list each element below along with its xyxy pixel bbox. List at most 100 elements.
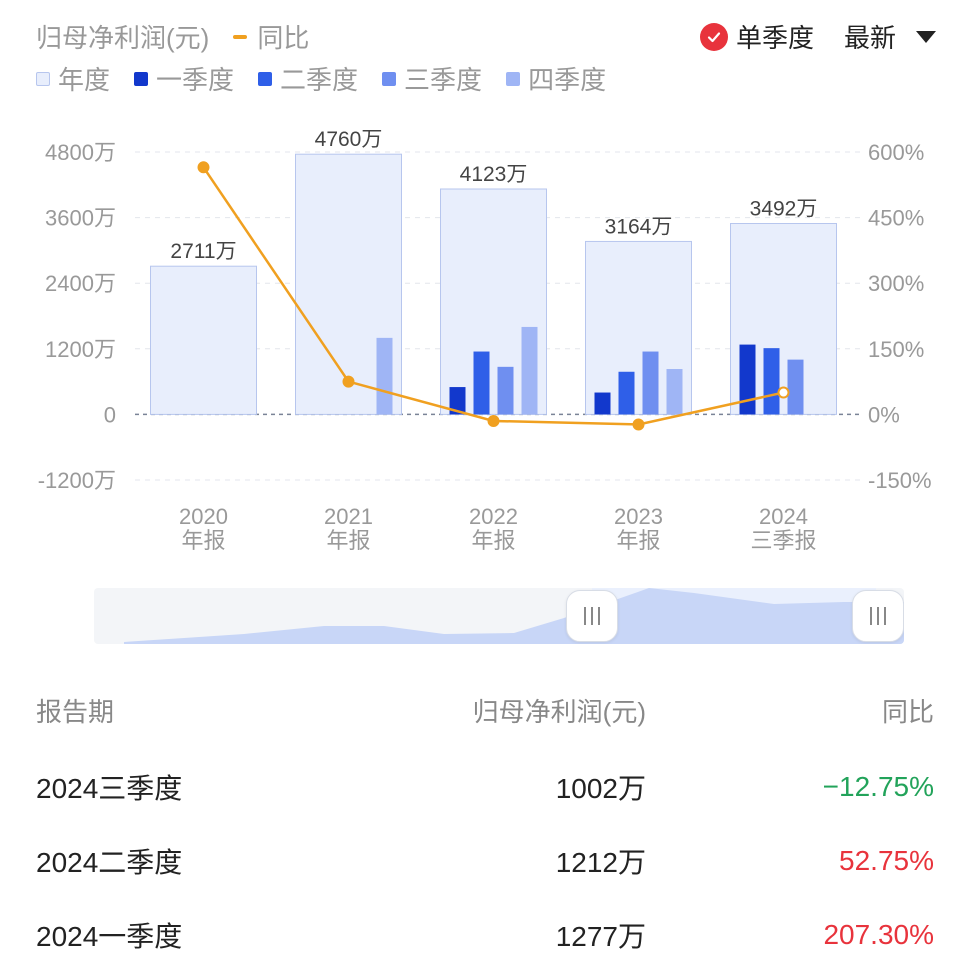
latest-label: 最新: [843, 23, 896, 53]
x-tick-label: 年报: [326, 528, 370, 553]
single-quarter-toggle[interactable]: 单季度: [699, 18, 814, 55]
quarter-bar: [376, 337, 393, 415]
dropdown-triangle-icon: [916, 30, 936, 43]
row-period: 2024三季度: [36, 773, 183, 804]
profit-chart: -1200万 0 1200万 2400万 3600万 4800万 -150% 0% 150% 30…: [38, 128, 932, 553]
quarter-bar: [521, 326, 538, 415]
y-left-tick-label: 3600万: [45, 206, 116, 231]
x-tick-label: 2020: [179, 504, 228, 529]
row-profit: 1002万: [555, 773, 646, 804]
quarter-bar: [787, 359, 804, 415]
quarter-bar: [618, 371, 635, 415]
row-yoy: 207.30%: [823, 919, 934, 950]
quarter-bar: [642, 351, 659, 415]
legend-item-profit[interactable]: 归母净利润(元): [36, 18, 209, 55]
annual-bar-label: 2711万: [170, 240, 236, 263]
legend-item-annual[interactable]: 年度: [36, 60, 110, 97]
quarter-bar: [739, 344, 756, 415]
slider-handle-right[interactable]: [852, 590, 904, 642]
yoy-point: [342, 375, 355, 388]
x-tick-label: 三季报: [750, 528, 816, 553]
y-right-tick-label: 300%: [868, 271, 924, 296]
legend-label-q4: 四季度: [528, 65, 607, 95]
yoy-point: [632, 418, 645, 431]
x-tick-label: 2023: [614, 504, 663, 529]
y-left-tick-label: -1200万: [38, 468, 116, 493]
chart-controls: 单季度 最新: [699, 18, 936, 55]
y-right-tick-label: 150%: [868, 337, 924, 362]
annual-bar-label: 4123万: [460, 163, 528, 186]
quarter-bar: [594, 392, 611, 415]
legend-row-1: 归母净利润(元) 同比: [36, 18, 333, 55]
quarter-bar: [497, 366, 514, 415]
annual-bar-label: 3492万: [750, 198, 818, 221]
table-row[interactable]: 2024一季度 1277万 207.30%: [36, 898, 934, 966]
legend-item-q3[interactable]: 三季度: [382, 60, 482, 97]
legend-swatch-q4: [506, 71, 521, 86]
y-right-tick-label: 450%: [868, 206, 924, 231]
legend-item-q4[interactable]: 四季度: [506, 60, 606, 97]
annual-bar: [150, 265, 257, 415]
row-yoy: 52.75%: [839, 845, 934, 876]
slider-overview: [124, 588, 904, 644]
table-header: 报告期 归母净利润(元) 同比: [36, 690, 934, 730]
slider-handle-left[interactable]: [566, 590, 618, 642]
yoy-point: [777, 386, 790, 399]
legend-row-2: 年度 一季度 二季度 三季度 四季度: [36, 60, 630, 97]
legend-item-q1[interactable]: 一季度: [134, 60, 234, 97]
single-quarter-label: 单季度: [735, 23, 814, 53]
row-period: 2024二季度: [36, 847, 183, 878]
header-period[interactable]: 报告期: [36, 696, 115, 727]
latest-dropdown[interactable]: 最新: [844, 18, 936, 55]
y-left-tick-label: 1200万: [45, 337, 116, 362]
x-tick-label: 2022: [469, 504, 518, 529]
legend-swatch-q1: [134, 71, 149, 86]
annual-bar-label: 3164万: [605, 215, 673, 238]
header-yoy[interactable]: 同比: [881, 696, 934, 727]
y-left-tick-label: 0: [104, 402, 116, 427]
legend-label-yoy: 同比: [257, 23, 310, 53]
check-circle-icon: [699, 22, 728, 51]
legend-swatch-q3: [382, 71, 397, 86]
yoy-point: [197, 161, 210, 174]
grip-icon: [870, 607, 886, 625]
x-tick-label: 年报: [616, 528, 660, 553]
annual-bar-label: 4760万: [315, 128, 383, 151]
legend-line-swatch: [233, 34, 248, 39]
table-row[interactable]: 2024三季度 1002万 −12.75%: [36, 750, 934, 824]
row-period: 2024一季度: [36, 921, 183, 952]
y-right-tick-label: 0%: [868, 402, 900, 427]
yoy-point: [487, 414, 500, 427]
x-tick-label: 年报: [471, 528, 515, 553]
x-tick-label: 2024: [759, 504, 808, 529]
y-right-tick-label: -150%: [868, 468, 932, 493]
legend-item-q2[interactable]: 二季度: [258, 60, 358, 97]
quarter-bar: [473, 351, 490, 415]
y-left-tick-label: 4800万: [45, 140, 116, 165]
grip-icon: [584, 607, 600, 625]
legend-label-profit: 归母净利润(元): [36, 23, 210, 53]
y-left-tick-label: 2400万: [45, 271, 116, 296]
y-right-tick-label: 600%: [868, 140, 924, 165]
range-slider[interactable]: [94, 588, 904, 644]
quarter-bar: [763, 348, 780, 415]
profit-table: 报告期 归母净利润(元) 同比 2024三季度 1002万 −12.75% 20…: [36, 690, 934, 966]
legend-swatch-annual: [36, 71, 50, 86]
row-profit: 1277万: [555, 921, 646, 952]
x-tick-label: 2021: [324, 504, 373, 529]
slider-area: [124, 588, 904, 644]
table-body: 2024三季度 1002万 −12.75% 2024二季度 1212万 52.7…: [36, 750, 934, 966]
legend-label-q1: 一季度: [156, 65, 235, 95]
table-row[interactable]: 2024二季度 1212万 52.75%: [36, 824, 934, 898]
legend-label-q2: 二季度: [280, 65, 359, 95]
legend-label-annual: 年度: [58, 65, 111, 95]
legend-swatch-q2: [258, 71, 273, 86]
row-profit: 1212万: [555, 847, 646, 878]
quarter-bar: [449, 387, 466, 415]
header-profit[interactable]: 归母净利润(元): [472, 696, 646, 727]
legend-item-yoy[interactable]: 同比: [233, 18, 309, 55]
row-yoy: −12.75%: [822, 771, 934, 802]
legend-label-q3: 三季度: [404, 65, 483, 95]
x-tick-label: 年报: [181, 528, 225, 553]
quarter-bar: [666, 369, 683, 415]
